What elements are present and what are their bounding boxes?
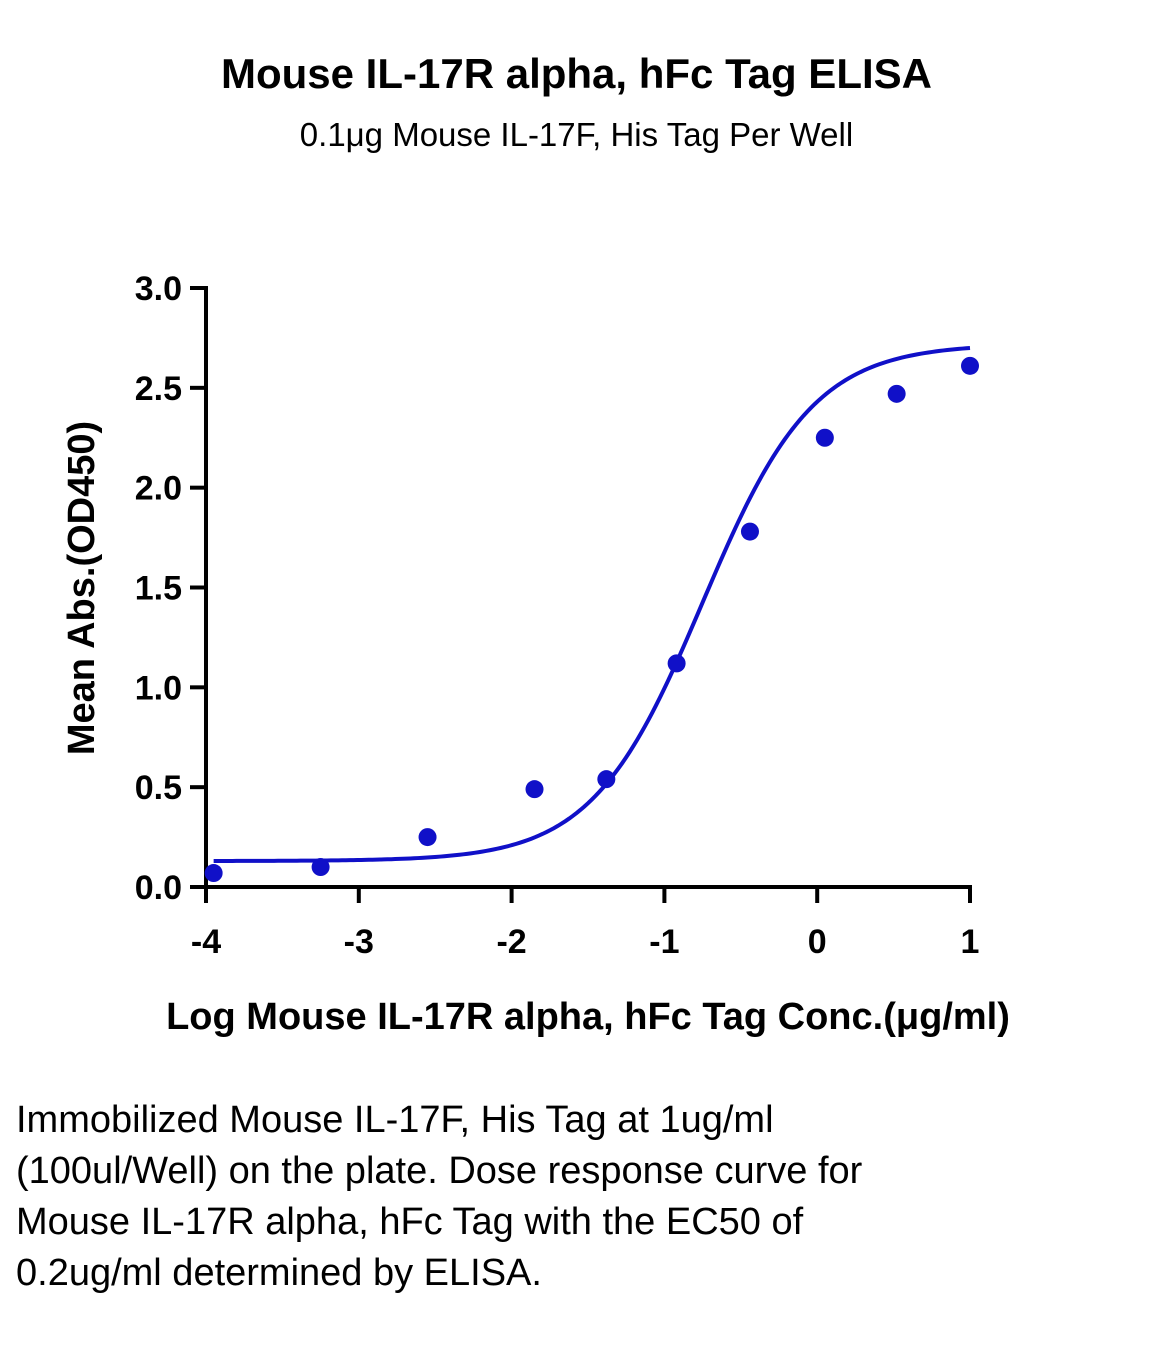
data-point bbox=[311, 858, 330, 877]
y-tick-label: 2.0 bbox=[135, 470, 182, 508]
y-tick-label: 2.5 bbox=[135, 370, 182, 408]
x-axis-label: Log Mouse IL-17R alpha, hFc Tag Conc.(μg… bbox=[166, 996, 1010, 1038]
y-tick-label: 1.5 bbox=[135, 570, 182, 608]
y-tick-label: 3.0 bbox=[135, 270, 182, 308]
y-tick-label: 0.0 bbox=[135, 869, 182, 907]
data-point bbox=[961, 356, 979, 375]
data-point bbox=[740, 522, 759, 541]
data-point bbox=[525, 780, 544, 799]
x-tick-label: 1 bbox=[961, 923, 980, 961]
y-tick-label: 0.5 bbox=[135, 769, 182, 807]
fit-curve-group bbox=[213, 345, 971, 863]
data-point bbox=[887, 384, 906, 403]
data-point bbox=[667, 654, 686, 673]
chart-title: Mouse IL-17R alpha, hFc Tag ELISA bbox=[221, 50, 932, 97]
data-point bbox=[204, 864, 223, 883]
data-point bbox=[418, 828, 437, 847]
x-tick-label: -2 bbox=[496, 923, 526, 961]
chart-axes: 0.0 0.5 1.0 1.5 2.0 2.5 3.0 -4 -3 -2 -1 0 1 bbox=[135, 270, 980, 961]
x-tick-label: -1 bbox=[649, 923, 679, 961]
data-points-group bbox=[204, 356, 979, 883]
x-tick-label: -3 bbox=[344, 923, 374, 961]
y-axis-label: Mean Abs.(OD450) bbox=[61, 421, 103, 755]
x-tick-label: 0 bbox=[808, 923, 827, 961]
data-point bbox=[597, 770, 616, 789]
chart-plot: 0.0 0.5 1.0 1.5 2.0 2.5 3.0 -4 -3 -2 -1 0 1 Log Mous… bbox=[61, 270, 1010, 1038]
chart-subtitle: 0.1μg Mouse IL-17F, His Tag Per Well bbox=[299, 116, 854, 153]
y-tick-label: 1.0 bbox=[135, 669, 182, 707]
figure-caption: Immobilized Mouse IL-17F, His Tag at 1ug… bbox=[16, 1099, 863, 1294]
fit-curve bbox=[213, 345, 971, 863]
x-tick-label: -4 bbox=[191, 923, 221, 961]
data-point bbox=[815, 428, 834, 447]
